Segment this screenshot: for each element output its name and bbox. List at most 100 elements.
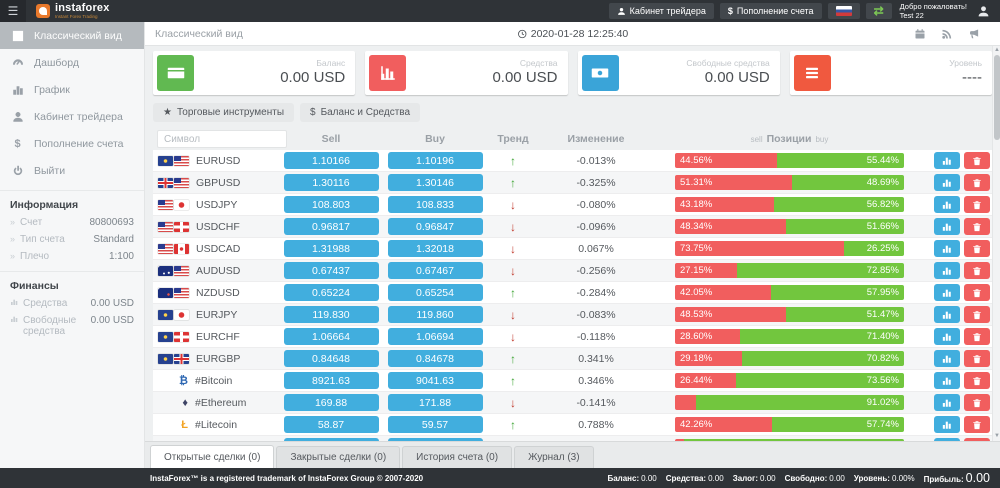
buy-price-button[interactable]: 119.860 [387, 306, 483, 323]
remove-symbol-button[interactable] [964, 394, 990, 411]
buy-price-button[interactable]: 1.06694 [387, 328, 483, 345]
sell-price-button[interactable]: 1.06664 [283, 328, 379, 345]
sell-price-button[interactable]: 108.803 [283, 196, 379, 213]
sell-price-button[interactable]: 1.31988 [283, 240, 379, 257]
calendar-icon[interactable] [913, 27, 926, 40]
sidebar-item-logout[interactable]: Выйти [0, 157, 144, 184]
rss-icon[interactable] [940, 27, 953, 40]
sell-price-button[interactable]: 1.10166 [283, 152, 379, 169]
sell-price-button[interactable]: 0.65224 [283, 284, 379, 301]
buy-price-button[interactable]: 171.88 [387, 394, 483, 411]
deposit-button[interactable]: $ Пополнение счета [719, 3, 822, 19]
symbol-search-input[interactable] [157, 130, 287, 148]
exchange-button[interactable]: ⇄ [865, 3, 892, 19]
remove-symbol-button[interactable] [964, 438, 990, 441]
open-chart-button[interactable] [934, 394, 960, 411]
scroll-down-arrow[interactable]: ▼ [994, 433, 1000, 439]
sidebar-item-trader-cabinet[interactable]: Кабинет трейдера [0, 103, 144, 130]
open-chart-button[interactable] [934, 240, 960, 257]
trading-instruments-button[interactable]: ★ Торговые инструменты [153, 103, 294, 122]
tab-closed-trades[interactable]: Закрытые сделки (0) [276, 446, 401, 468]
buy-price-button[interactable]: 0.65254 [387, 284, 483, 301]
sell-price-button[interactable] [283, 438, 379, 441]
sell-price-button[interactable]: 0.67437 [283, 262, 379, 279]
buy-price-button[interactable]: 1.30146 [387, 174, 483, 191]
symbol-cell[interactable]: USDCAD [153, 243, 279, 255]
open-chart-button[interactable] [934, 152, 960, 169]
buy-price-button[interactable]: 0.84678 [387, 350, 483, 367]
buy-price-button[interactable]: 9041.63 [387, 372, 483, 389]
symbol-cell[interactable]: NZDUSD [153, 287, 279, 299]
symbol-cell[interactable]: AUDUSD [153, 265, 279, 277]
open-chart-button[interactable] [934, 196, 960, 213]
buy-price-button[interactable]: 108.833 [387, 196, 483, 213]
remove-symbol-button[interactable] [964, 262, 990, 279]
symbol-cell[interactable]: GBPUSD [153, 177, 279, 189]
open-chart-button[interactable] [934, 350, 960, 367]
logo[interactable]: instaforex Instant Forex Trading [36, 2, 110, 20]
vertical-scrollbar[interactable]: ▲ ▼ [992, 46, 1000, 441]
sell-price-button[interactable]: 58.87 [283, 416, 379, 433]
sell-price-button[interactable]: 169.88 [283, 394, 379, 411]
symbol-cell[interactable]: Ł #Litecoin [153, 419, 279, 431]
open-chart-button[interactable] [934, 174, 960, 191]
tab-account-history[interactable]: История счета (0) [402, 446, 513, 468]
sidebar-item-deposit[interactable]: $ Пополнение счета [0, 130, 144, 157]
remove-symbol-button[interactable] [964, 284, 990, 301]
menu-toggle-button[interactable]: ☰ [0, 0, 26, 22]
avatar[interactable] [974, 2, 992, 20]
symbol-cell[interactable]: • [153, 441, 279, 442]
buy-price-button[interactable]: 0.96847 [387, 218, 483, 235]
symbol-cell[interactable]: USDJPY [153, 199, 279, 211]
sell-price-button[interactable]: 1.30116 [283, 174, 379, 191]
scroll-up-arrow[interactable]: ▲ [994, 47, 1000, 53]
open-chart-button[interactable] [934, 416, 960, 433]
remove-symbol-button[interactable] [964, 240, 990, 257]
remove-symbol-button[interactable] [964, 416, 990, 433]
remove-symbol-button[interactable] [964, 174, 990, 191]
remove-symbol-button[interactable] [964, 152, 990, 169]
sell-price-button[interactable]: 119.830 [283, 306, 379, 323]
symbol-cell[interactable]: ♦ #Ethereum [153, 397, 279, 409]
sell-positions-percent: 43.18% [680, 199, 713, 210]
sidebar-item-classic-view[interactable]: Классический вид [0, 22, 144, 49]
buy-price-button[interactable]: 59.57 [387, 416, 483, 433]
info-label: Счет [20, 217, 43, 228]
open-chart-button[interactable] [934, 218, 960, 235]
scrollbar-thumb[interactable] [994, 55, 1000, 140]
sidebar-item-dashboard[interactable]: Дашборд [0, 49, 144, 76]
balance-funds-button[interactable]: $ Баланс и Средства [300, 103, 421, 122]
buy-price-button[interactable] [387, 438, 483, 441]
megaphone-icon[interactable] [967, 27, 980, 40]
remove-symbol-button[interactable] [964, 196, 990, 213]
sidebar-item-chart[interactable]: График [0, 76, 144, 103]
trader-cabinet-button[interactable]: Кабинет трейдера [608, 3, 714, 19]
symbol-cell[interactable]: USDCHF [153, 221, 279, 233]
sell-price-button[interactable]: 0.96817 [283, 218, 379, 235]
buy-price-button[interactable]: 1.32018 [387, 240, 483, 257]
symbol-cell[interactable]: EURCHF [153, 331, 279, 343]
remove-symbol-button[interactable] [964, 218, 990, 235]
sell-price-button[interactable]: 8921.63 [283, 372, 379, 389]
open-chart-button[interactable] [934, 284, 960, 301]
symbol-cell[interactable]: EURGBP [153, 353, 279, 365]
remove-symbol-button[interactable] [964, 372, 990, 389]
buy-price-button[interactable]: 1.10196 [387, 152, 483, 169]
open-chart-button[interactable] [934, 306, 960, 323]
sell-price-button[interactable]: 0.84648 [283, 350, 379, 367]
open-chart-button[interactable] [934, 372, 960, 389]
open-chart-button[interactable] [934, 328, 960, 345]
language-button[interactable] [827, 3, 860, 19]
symbol-cell[interactable]: ₿ #Bitcoin [153, 375, 279, 387]
tab-open-trades[interactable]: Открытые сделки (0) [150, 445, 275, 468]
symbol-cell[interactable]: EURUSD [153, 155, 279, 167]
symbol-cell[interactable]: EURJPY [153, 309, 279, 321]
open-chart-button[interactable] [934, 262, 960, 279]
tab-journal[interactable]: Журнал (3) [514, 446, 594, 468]
remove-symbol-button[interactable] [964, 306, 990, 323]
buy-price-button[interactable]: 0.67467 [387, 262, 483, 279]
remove-symbol-button[interactable] [964, 328, 990, 345]
remove-symbol-button[interactable] [964, 350, 990, 367]
open-chart-button[interactable] [934, 438, 960, 441]
flag-us-icon [174, 155, 189, 166]
